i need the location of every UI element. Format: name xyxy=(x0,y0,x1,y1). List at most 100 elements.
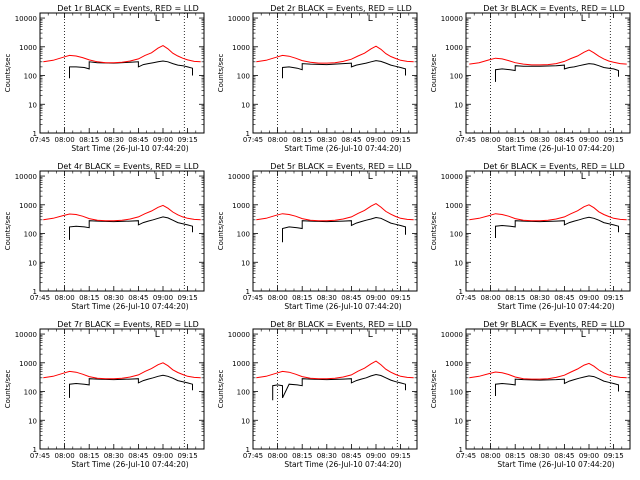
y-tick-label: 1000 xyxy=(232,360,250,368)
y-tick-label: 1 xyxy=(246,130,250,138)
x-tick-label: 08:15 xyxy=(505,136,525,144)
x-axis-label: Start Time (26-Jul-10 07:44:20) xyxy=(284,302,401,311)
y-tick-label: 10 xyxy=(28,259,37,267)
y-tick-label: 1000 xyxy=(19,360,37,368)
x-tick-label: 09:00 xyxy=(153,452,173,460)
panel-title: Det 5r BLACK = Events, RED = LLD xyxy=(270,162,412,171)
y-tick-label: 10 xyxy=(28,417,37,425)
panel-title: Det 4r BLACK = Events, RED = LLD xyxy=(57,162,199,171)
panel-det-3: Det 3r BLACK = Events, RED = LLD 1 10 100 10… xyxy=(430,4,631,153)
y-tick-label: 100 xyxy=(237,73,250,81)
x-axis-label: Start Time (26-Jul-10 07:44:20) xyxy=(497,460,614,469)
x-tick-label: 09:00 xyxy=(366,294,386,302)
y-tick-label: 100 xyxy=(450,389,463,397)
plot-frame xyxy=(465,328,631,450)
y-tick-label: 10 xyxy=(454,417,463,425)
panel-title: Det 9r BLACK = Events, RED = LLD xyxy=(483,320,625,329)
x-tick-label: 08:15 xyxy=(79,136,99,144)
y-tick-label: 10000 xyxy=(15,331,37,339)
y-tick-label: 100 xyxy=(450,231,463,239)
x-tick-label: 08:15 xyxy=(505,452,525,460)
x-axis-label: Start Time (26-Jul-10 07:44:20) xyxy=(284,144,401,153)
x-tick-label: 07:45 xyxy=(30,136,50,144)
y-tick-label: 10000 xyxy=(15,173,37,181)
y-tick-label: 10000 xyxy=(228,331,250,339)
legend-mark: L xyxy=(368,330,373,340)
plot-frame xyxy=(252,328,418,450)
x-tick-label: 08:00 xyxy=(481,136,501,144)
series-line-events xyxy=(495,63,619,82)
panel-title: Det 2r BLACK = Events, RED = LLD xyxy=(270,4,412,13)
x-tick-label: 08:15 xyxy=(505,294,525,302)
x-tick-label: 08:30 xyxy=(104,136,124,144)
y-tick-label: 100 xyxy=(237,231,250,239)
x-tick-label: 08:45 xyxy=(128,452,148,460)
panel-det-2: Det 2r BLACK = Events, RED = LLD 1 10 100 10… xyxy=(217,4,418,153)
plot-frame xyxy=(465,12,631,134)
panel-det-9: Det 9r BLACK = Events, RED = LLD 1 10 100 10… xyxy=(430,320,631,469)
x-tick-label: 07:45 xyxy=(243,452,263,460)
plot-frame xyxy=(39,170,205,292)
x-tick-label: 09:00 xyxy=(579,294,599,302)
x-tick-label: 09:15 xyxy=(391,452,411,460)
series-line-lld xyxy=(43,45,201,64)
x-tick-label: 07:45 xyxy=(30,452,50,460)
y-tick-label: 1000 xyxy=(232,44,250,52)
x-tick-label: 08:30 xyxy=(317,294,337,302)
x-tick-label: 08:30 xyxy=(317,136,337,144)
y-tick-label: 10 xyxy=(454,101,463,109)
x-tick-label: 08:00 xyxy=(268,452,288,460)
y-axis-label: Counts/sec xyxy=(217,54,225,93)
x-tick-label: 09:15 xyxy=(604,452,624,460)
y-tick-label: 1000 xyxy=(445,44,463,52)
panel-title: Det 3r BLACK = Events, RED = LLD xyxy=(483,4,625,13)
y-tick-label: 100 xyxy=(237,389,250,397)
y-axis-label: Counts/sec xyxy=(4,212,12,251)
x-tick-label: 09:15 xyxy=(391,294,411,302)
panel-title: Det 7r BLACK = Events, RED = LLD xyxy=(57,320,199,329)
y-tick-label: 100 xyxy=(24,73,37,81)
x-tick-label: 09:15 xyxy=(391,136,411,144)
y-axis-label: Counts/sec xyxy=(430,370,438,409)
x-tick-label: 08:30 xyxy=(317,452,337,460)
y-axis-label: Counts/sec xyxy=(430,54,438,93)
y-tick-label: 10 xyxy=(241,101,250,109)
x-tick-label: 07:45 xyxy=(243,294,263,302)
series-line-events xyxy=(282,60,406,79)
plot-frame xyxy=(39,328,205,450)
x-tick-label: 07:45 xyxy=(456,294,476,302)
y-tick-label: 1 xyxy=(33,288,37,296)
y-tick-label: 10 xyxy=(241,417,250,425)
x-axis-label: Start Time (26-Jul-10 07:44:20) xyxy=(497,144,614,153)
y-tick-label: 100 xyxy=(450,73,463,81)
x-tick-label: 08:15 xyxy=(292,136,312,144)
legend-mark: L xyxy=(581,330,586,340)
x-tick-label: 09:00 xyxy=(153,294,173,302)
legend-mark: L xyxy=(155,14,160,24)
series-line-lld xyxy=(469,362,627,380)
series-line-events xyxy=(69,374,193,398)
series-line-lld xyxy=(43,362,201,380)
x-tick-label: 08:30 xyxy=(530,294,550,302)
panel-title: Det 8r BLACK = Events, RED = LLD xyxy=(270,320,412,329)
panel-det-7: Det 7r BLACK = Events, RED = LLD 1 10 100 10… xyxy=(4,320,205,469)
x-tick-label: 08:00 xyxy=(268,294,288,302)
y-tick-label: 1 xyxy=(459,288,463,296)
y-tick-label: 1 xyxy=(33,446,37,454)
series-line-lld xyxy=(43,204,201,222)
panel-det-5: Det 5r BLACK = Events, RED = LLD 1 10 100 10… xyxy=(217,162,418,311)
x-tick-label: 09:00 xyxy=(153,136,173,144)
plot-frame xyxy=(39,12,205,134)
y-tick-label: 1000 xyxy=(445,360,463,368)
x-axis-label: Start Time (26-Jul-10 07:44:20) xyxy=(71,460,188,469)
y-tick-label: 10000 xyxy=(15,15,37,23)
series-line-events xyxy=(69,216,193,240)
y-axis-label: Counts/sec xyxy=(430,212,438,251)
x-tick-label: 09:15 xyxy=(178,136,198,144)
y-tick-label: 1 xyxy=(33,130,37,138)
y-tick-label: 10 xyxy=(28,101,37,109)
series-line-events xyxy=(282,216,406,243)
y-tick-label: 100 xyxy=(24,389,37,397)
x-tick-label: 08:45 xyxy=(554,452,574,460)
